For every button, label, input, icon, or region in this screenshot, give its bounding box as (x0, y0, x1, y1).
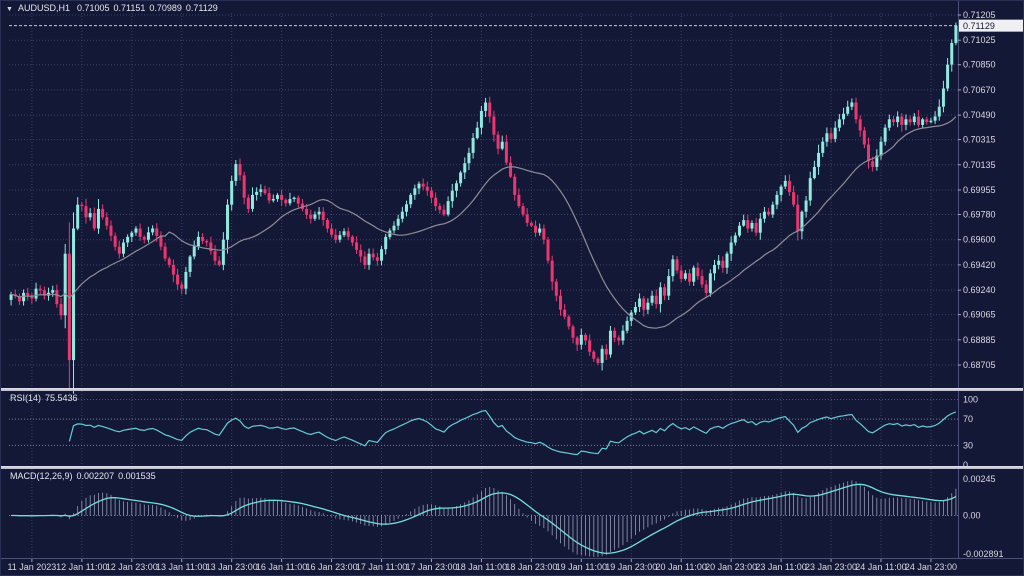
svg-text:0.71205: 0.71205 (963, 10, 996, 20)
svg-text:0: 0 (963, 460, 968, 470)
candles (9, 22, 958, 394)
svg-text:0.69065: 0.69065 (963, 310, 996, 320)
macd-signal-line (11, 483, 957, 555)
rsi-label: RSI(14) (10, 393, 42, 403)
svg-text:18 Jan 11:00: 18 Jan 11:00 (456, 562, 507, 572)
svg-text:0.70670: 0.70670 (963, 85, 996, 95)
symbol-dropdown-icon[interactable]: ▼ (6, 6, 13, 13)
svg-text:0.69600: 0.69600 (963, 235, 996, 245)
svg-text:0.69420: 0.69420 (963, 260, 996, 270)
symbol-label: AUDUSD,H1 (17, 3, 70, 13)
svg-text:19 Jan 11:00: 19 Jan 11:00 (556, 562, 607, 572)
svg-text:19 Jan 23:00: 19 Jan 23:00 (605, 562, 657, 572)
svg-text:0.71025: 0.71025 (963, 35, 996, 45)
svg-text:13 Jan 11:00: 13 Jan 11:00 (156, 562, 207, 572)
panel-separator-rsi[interactable] (1, 388, 1023, 391)
svg-text:20 Jan 23:00: 20 Jan 23:00 (705, 562, 757, 572)
panel-separator-macd[interactable] (1, 466, 1023, 469)
svg-text:20 Jan 11:00: 20 Jan 11:00 (656, 562, 707, 572)
macd-label: MACD(12,26,9) (10, 471, 73, 481)
svg-text:23 Jan 11:00: 23 Jan 11:00 (755, 562, 806, 572)
svg-text:70: 70 (963, 414, 973, 424)
svg-text:0.68885: 0.68885 (963, 335, 996, 345)
svg-text:12 Jan 11:00: 12 Jan 11:00 (56, 562, 107, 572)
current-price-box (959, 19, 1023, 32)
svg-text:0.70850: 0.70850 (963, 60, 996, 70)
svg-text:16 Jan 23:00: 16 Jan 23:00 (306, 562, 358, 572)
svg-text:0.68705: 0.68705 (963, 360, 996, 370)
macd-signal-value: 0.001535 (118, 471, 156, 481)
macd-histogram (14, 480, 957, 557)
svg-text:0.69955: 0.69955 (963, 185, 996, 195)
svg-text:0.70135: 0.70135 (963, 160, 996, 170)
ohlc-low: 0.70989 (149, 3, 182, 13)
svg-text:0.69240: 0.69240 (963, 285, 996, 295)
current-price-label: 0.71129 (963, 21, 995, 31)
macd-panel (9, 480, 958, 557)
svg-text:12 Jan 23:00: 12 Jan 23:00 (106, 562, 158, 572)
svg-text:0.00245: 0.00245 (963, 474, 996, 484)
svg-text:11 Jan 2023: 11 Jan 2023 (7, 562, 56, 572)
macd-header: MACD(12,26,9) 0.002207 0.001535 (10, 471, 160, 481)
svg-text:16 Jan 11:00: 16 Jan 11:00 (256, 562, 307, 572)
price-axis[interactable]: 0.71205 0.71025 0.70850 0.70670 0.70490 0.703… (958, 10, 1023, 559)
svg-text:100: 100 (963, 395, 978, 405)
chart-header: ▼ AUDUSD,H1 0.71005 0.71151 0.70989 0.71129 (6, 3, 222, 13)
ohlc-close: 0.71129 (185, 3, 218, 13)
svg-text:0.70315: 0.70315 (963, 135, 996, 145)
svg-text:24 Jan 11:00: 24 Jan 11:00 (855, 562, 906, 572)
ohlc-high: 0.71151 (113, 3, 146, 13)
rsi-header: RSI(14) 75.5436 (10, 393, 82, 403)
moving-average-line (10, 116, 957, 329)
svg-text:13 Jan 23:00: 13 Jan 23:00 (206, 562, 258, 572)
svg-text:0.69780: 0.69780 (963, 210, 996, 220)
svg-text:24 Jan 23:00: 24 Jan 23:00 (905, 562, 957, 572)
svg-text:17 Jan 23:00: 17 Jan 23:00 (405, 562, 457, 572)
svg-text:-0.002891: -0.002891 (963, 549, 1004, 559)
svg-text:0.70490: 0.70490 (963, 110, 996, 120)
svg-text:23 Jan 23:00: 23 Jan 23:00 (805, 562, 857, 572)
svg-text:30: 30 (963, 440, 973, 450)
svg-text:0.00: 0.00 (963, 511, 981, 521)
grid-lines (9, 13, 958, 558)
svg-text:17 Jan 11:00: 17 Jan 11:00 (356, 562, 407, 572)
rsi-line (68, 409, 957, 456)
ohlc-open: 0.71005 (76, 3, 110, 13)
rsi-value: 75.5436 (45, 393, 78, 403)
macd-main-value: 0.002207 (76, 471, 115, 481)
svg-text:18 Jan 23:00: 18 Jan 23:00 (505, 562, 557, 572)
rsi-panel (9, 399, 958, 456)
